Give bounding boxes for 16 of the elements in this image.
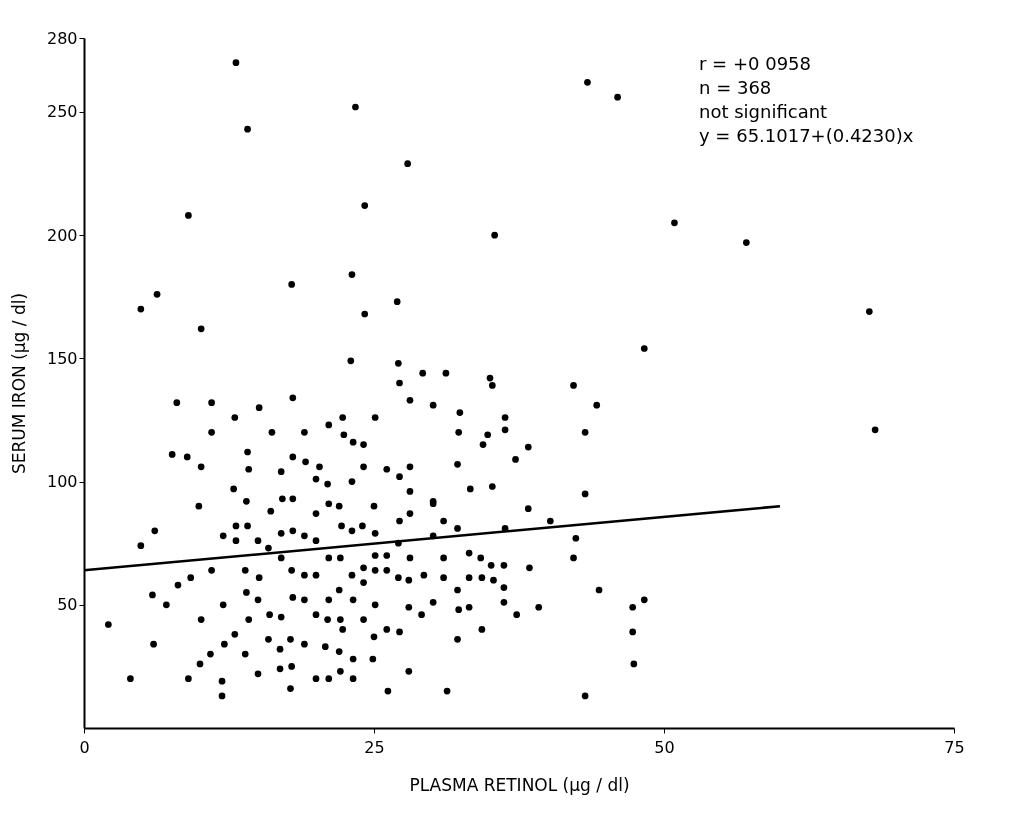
annotation: not significant [699, 101, 828, 122]
y-tick-label: 150 [46, 348, 78, 368]
y-tick-label: 200 [46, 225, 78, 245]
y-tick-label: 280 [46, 28, 78, 48]
x-tick-label: 75 [944, 737, 965, 757]
y-tick-label: 50 [57, 595, 78, 615]
y-axis-title: SERUM IRON (µg / dl) [8, 292, 29, 475]
x-tick-label: 0 [79, 737, 90, 757]
annotation: n = 368 [699, 77, 772, 98]
annotation: r = +0 0958 [699, 53, 811, 74]
y-tick-label: 250 [46, 102, 78, 122]
x-axis-title: PLASMA RETINOL (µg / dl) [409, 774, 630, 795]
x-tick-label: 25 [364, 737, 385, 757]
annotation: y = 65.1017+(0.4230)x [699, 125, 914, 146]
x-tick-label: 50 [654, 737, 675, 757]
y-tick-label: 100 [46, 472, 78, 492]
